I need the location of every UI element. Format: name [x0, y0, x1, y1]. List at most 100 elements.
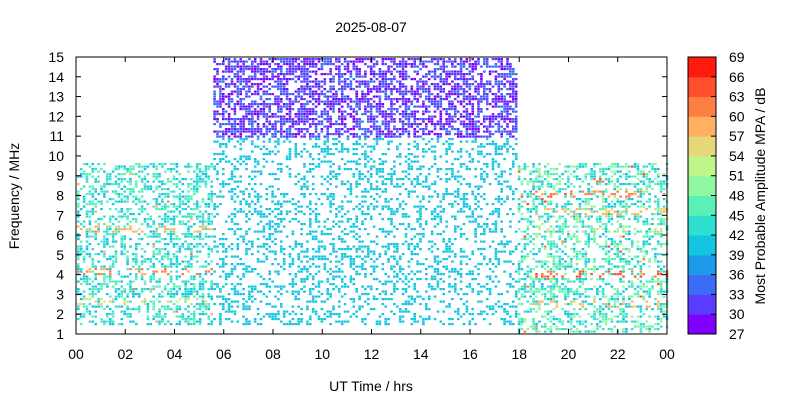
echo-point	[416, 130, 419, 133]
echo-point	[309, 203, 312, 206]
echo-point	[277, 58, 280, 61]
echo-point	[303, 103, 306, 106]
echo-point	[317, 123, 321, 126]
echo-point	[384, 125, 387, 128]
echo-point	[378, 105, 382, 108]
echo-point	[343, 293, 347, 296]
echo-point	[230, 100, 234, 103]
echo-point	[300, 270, 303, 273]
echo-point	[401, 63, 405, 66]
echo-point	[425, 290, 428, 293]
echo-point	[459, 275, 463, 278]
echo-point	[108, 175, 112, 178]
echo-point	[137, 268, 141, 271]
echo-point	[419, 105, 422, 108]
echo-point	[114, 250, 118, 253]
echo-point	[172, 303, 176, 306]
echo-point	[201, 280, 205, 283]
echo-point	[280, 118, 283, 121]
echo-point	[155, 200, 158, 203]
echo-point	[297, 205, 300, 208]
echo-point	[407, 248, 411, 251]
echo-point	[117, 230, 121, 233]
echo-point	[166, 283, 170, 286]
echo-point	[94, 203, 97, 206]
echo-point	[100, 200, 103, 203]
echo-point	[396, 228, 399, 231]
echo-point	[91, 260, 95, 263]
echo-point	[465, 83, 469, 86]
echo-point	[236, 140, 240, 143]
echo-point	[91, 293, 95, 296]
echo-point	[201, 198, 205, 201]
echo-point	[436, 193, 440, 196]
echo-point	[387, 113, 390, 116]
echo-point	[108, 228, 112, 231]
echo-point	[306, 113, 309, 116]
echo-point	[123, 195, 126, 198]
echo-point	[178, 200, 182, 203]
echo-point	[216, 205, 219, 208]
echo-point	[416, 320, 419, 323]
echo-point	[314, 63, 318, 66]
echo-point	[114, 193, 118, 196]
echo-point	[265, 60, 269, 63]
echo-point	[335, 260, 338, 263]
echo-point	[129, 170, 132, 173]
echo-point	[85, 245, 89, 248]
echo-point	[204, 210, 208, 213]
echo-point	[233, 255, 237, 258]
echo-point	[172, 210, 176, 213]
echo-point	[335, 65, 338, 68]
echo-point	[375, 288, 379, 291]
echo-point	[262, 215, 266, 218]
echo-point	[413, 118, 416, 121]
echo-point	[248, 210, 251, 213]
echo-point	[256, 195, 260, 198]
echo-point	[378, 170, 382, 173]
echo-point	[364, 113, 367, 116]
echo-point	[103, 193, 106, 196]
echo-point	[384, 93, 387, 96]
echo-point	[120, 238, 124, 241]
echo-point	[323, 178, 327, 181]
echo-point	[387, 98, 390, 101]
echo-point	[375, 125, 379, 128]
echo-point	[207, 193, 211, 196]
echo-point	[216, 63, 219, 66]
echo-point	[332, 225, 335, 228]
echo-point	[181, 280, 184, 283]
echo-point	[227, 118, 231, 121]
echo-point	[126, 188, 129, 191]
echo-point	[135, 258, 138, 261]
echo-point	[410, 228, 414, 231]
echo-point	[309, 300, 312, 303]
echo-point	[436, 138, 440, 141]
echo-point	[387, 173, 390, 176]
echo-point	[448, 178, 451, 181]
echo-point	[390, 133, 393, 136]
echo-point	[451, 120, 454, 123]
echo-point	[129, 228, 132, 231]
echo-point	[468, 220, 472, 223]
echo-point	[236, 88, 240, 91]
echo-point	[410, 90, 414, 93]
echo-point	[367, 303, 370, 306]
echo-point	[300, 320, 303, 323]
echo-point	[390, 280, 393, 283]
echo-point	[439, 98, 443, 101]
echo-point	[454, 253, 457, 256]
echo-point	[288, 63, 292, 66]
echo-point	[201, 288, 205, 291]
echo-point	[332, 63, 335, 66]
echo-point	[120, 178, 124, 181]
echo-point	[462, 223, 466, 226]
echo-point	[227, 65, 231, 68]
echo-point	[401, 98, 405, 101]
echo-point	[309, 88, 312, 91]
echo-point	[468, 160, 472, 163]
echo-point	[390, 78, 393, 81]
echo-point	[306, 255, 309, 258]
echo-point	[204, 175, 208, 178]
echo-point	[326, 175, 329, 178]
